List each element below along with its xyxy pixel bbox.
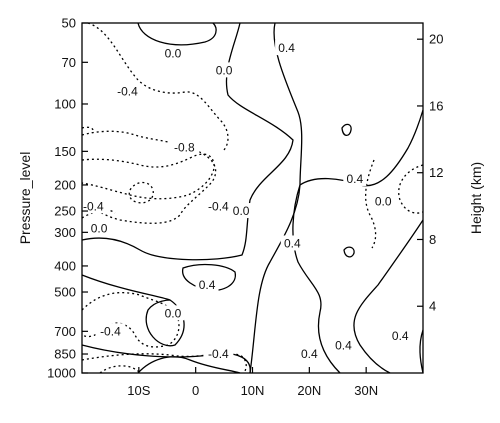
contour-pos-small-a <box>341 123 352 137</box>
y-left-axis-title: Pressure_level <box>17 152 33 245</box>
contour-label: -0.4 <box>100 324 121 338</box>
y-left-tick-label: 1000 <box>47 366 76 381</box>
y-right-axis-title: Height (km) <box>468 162 484 234</box>
contour-label: 0.0 <box>375 194 392 208</box>
contour-label: 0.0 <box>91 221 108 235</box>
y-left-tick-label: 250 <box>54 204 76 219</box>
x-tick-label: 10N <box>241 383 265 398</box>
x-tick-label: 10S <box>127 383 150 398</box>
contour-label-bg <box>161 305 185 321</box>
contour-pos-north <box>249 22 303 374</box>
contour-neg-bottom-inner <box>99 365 141 374</box>
contour-label-bg <box>343 170 367 186</box>
contour-label: 0.0 <box>233 204 250 218</box>
y-left-tick-label: 300 <box>54 225 76 240</box>
contour-label-bg <box>331 337 355 353</box>
contour-pos-right-edge <box>419 329 424 374</box>
contour-zero-bottom <box>81 344 251 374</box>
contour-zero-lower <box>81 274 185 347</box>
contour-label: 0.4 <box>335 338 352 352</box>
y-left-tick-label: 150 <box>54 144 76 159</box>
contour-neg-inner <box>128 181 154 204</box>
contour-neg-upper <box>87 22 229 153</box>
contour-label-bg <box>203 198 234 214</box>
x-tick-label: 30N <box>354 383 378 398</box>
y-right-tick-label: 8 <box>429 232 436 247</box>
contour-label: -0.4 <box>208 199 229 213</box>
y-right-tick-label: 16 <box>429 98 443 113</box>
contour-label-bg <box>297 346 321 362</box>
contour-label: -0.4 <box>117 85 138 99</box>
axes: 50 70 100 150 200 250 300 400 500 700 850 1000 20 16 1… <box>17 16 484 399</box>
y-left-tick-label: 50 <box>62 16 76 31</box>
y-left-tick-label: 100 <box>54 96 76 111</box>
contour-label: 0.4 <box>278 41 295 55</box>
contour-label-bg <box>388 328 412 344</box>
contour-labels: 0.0 -0.4 0.0 0.4 -0.8 -0.4 -0.4 0.0 0.4 0.0 0.0 0.4… <box>78 40 412 362</box>
contour-label-bg <box>275 40 299 56</box>
y-left-tick-label: 500 <box>54 285 76 300</box>
contour-pos-lat0 <box>182 263 236 291</box>
contour-pos-east <box>299 109 424 187</box>
contour-label: 0.4 <box>284 236 301 250</box>
contour-label-bg <box>212 62 236 78</box>
contour-label-bg <box>280 235 304 251</box>
contour-lines <box>81 22 424 374</box>
y-left-tick-label: 400 <box>54 258 76 273</box>
contour-zero-central <box>81 22 294 261</box>
contour-pos-mid <box>292 184 341 374</box>
y-right-tick-label: 12 <box>429 165 443 180</box>
contour-neg-small <box>81 126 94 134</box>
contour-pos-lowright <box>353 219 424 374</box>
contour-label-bg <box>195 276 219 292</box>
contour-label-bg <box>169 139 200 155</box>
contour-label-bg <box>229 203 253 219</box>
y-left-tick-label: 850 <box>54 347 76 362</box>
y-left-tick-label: 700 <box>54 324 76 339</box>
y-right-tick-label: 4 <box>429 299 436 314</box>
contour-label: 0.4 <box>301 347 318 361</box>
contour-label: 0.4 <box>346 172 363 186</box>
contour-label: -0.4 <box>83 199 104 213</box>
contour-label-bg <box>112 83 143 99</box>
contour-neg-outer <box>81 130 217 224</box>
contour-label: 0.4 <box>392 329 409 343</box>
y-right-tick-label: 20 <box>429 32 443 47</box>
y-left-tick-label: 70 <box>62 55 76 70</box>
contour-neg-08 <box>81 153 215 200</box>
contour-label: 0.0 <box>165 47 182 61</box>
contour-label: -0.8 <box>174 140 195 154</box>
contour-label-bg <box>95 323 126 339</box>
contour-pos-small-b <box>343 246 355 258</box>
contour-label-bg <box>203 346 234 362</box>
contour-label-bg <box>371 193 395 209</box>
x-tick-label: 20N <box>297 383 321 398</box>
contour-label: -0.4 <box>208 347 229 361</box>
y-left-tick-label: 200 <box>54 177 76 192</box>
contour-zero-top <box>137 22 217 46</box>
contour-label: 0.0 <box>216 63 233 77</box>
x-tick-label: 0 <box>192 383 199 398</box>
contour-label-bg <box>78 198 109 214</box>
contour-label: 0.4 <box>199 278 216 292</box>
contour-label-bg <box>161 45 185 61</box>
contour-label-bg <box>87 220 111 236</box>
contour-neg-right-zero <box>364 159 377 249</box>
contour-neg-right <box>398 164 424 214</box>
contour-pos-left-bottom <box>137 356 241 374</box>
contour-label: 0.0 <box>165 306 182 320</box>
